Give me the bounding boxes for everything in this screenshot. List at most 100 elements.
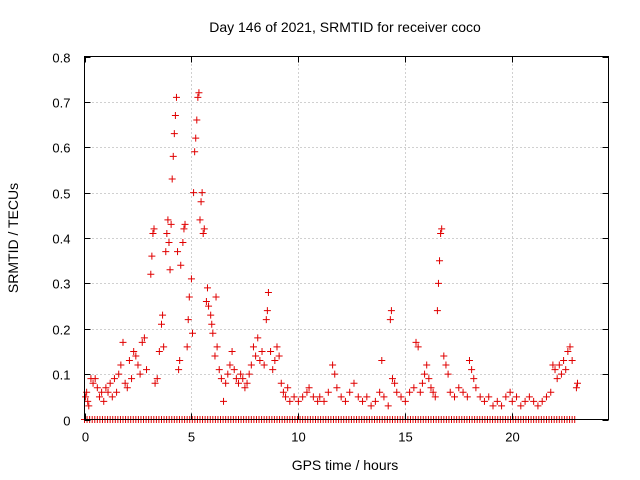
- data-point: [84, 397, 92, 405]
- data-point: [562, 366, 570, 374]
- x-tick-label: 0: [82, 430, 89, 445]
- data-point: [199, 229, 207, 237]
- data-point: [217, 375, 225, 383]
- data-point: [555, 361, 563, 369]
- data-point: [431, 393, 439, 401]
- data-point: [333, 384, 341, 392]
- data-point: [130, 347, 138, 355]
- data-point: [203, 284, 211, 292]
- y-tick-label: 0.2: [52, 323, 70, 338]
- data-point: [427, 384, 435, 392]
- data-point: [243, 379, 251, 387]
- data-point: [167, 220, 175, 228]
- data-point: [553, 375, 561, 383]
- data-point: [165, 239, 173, 247]
- data-point: [493, 397, 501, 405]
- data-point: [267, 347, 275, 355]
- data-point: [294, 397, 302, 405]
- data-point: [245, 370, 253, 378]
- data-point: [401, 397, 409, 405]
- data-point: [275, 352, 283, 360]
- y-tick-label: 0.8: [52, 51, 70, 66]
- data-point: [150, 225, 158, 233]
- data-point: [106, 379, 114, 387]
- data-point: [393, 388, 401, 396]
- data-series: [81, 89, 581, 423]
- data-point: [472, 384, 480, 392]
- data-point: [416, 388, 424, 396]
- data-point: [230, 366, 238, 374]
- data-point: [207, 311, 215, 319]
- data-point: [341, 397, 349, 405]
- data-point: [367, 402, 375, 410]
- data-point: [252, 352, 260, 360]
- data-point: [196, 216, 204, 224]
- data-point: [388, 375, 396, 383]
- data-point: [159, 311, 167, 319]
- data-point: [485, 393, 493, 401]
- data-point: [263, 307, 271, 315]
- data-point: [437, 229, 445, 237]
- data-point: [262, 316, 270, 324]
- data-point: [136, 370, 144, 378]
- data-point: [149, 229, 157, 237]
- data-point: [498, 402, 506, 410]
- data-point: [371, 397, 379, 405]
- data-point: [175, 366, 183, 374]
- data-point: [433, 307, 441, 315]
- data-point: [239, 375, 247, 383]
- data-point: [273, 343, 281, 351]
- data-point: [151, 379, 159, 387]
- data-point: [440, 352, 448, 360]
- data-point: [538, 397, 546, 405]
- data-point: [314, 397, 322, 405]
- data-point: [119, 338, 127, 346]
- data-point: [459, 388, 467, 396]
- data-point: [384, 402, 392, 410]
- data-point: [148, 252, 156, 260]
- data-point: [143, 366, 151, 374]
- data-point: [215, 366, 223, 374]
- y-axis-label: SRMTID / TECUs: [5, 183, 21, 293]
- data-point: [434, 279, 442, 287]
- data-point: [256, 357, 264, 365]
- data-point: [451, 393, 459, 401]
- data-point: [277, 379, 285, 387]
- data-point: [115, 370, 123, 378]
- y-tick-label: 0.7: [52, 96, 70, 111]
- data-point: [110, 375, 118, 383]
- data-point: [282, 393, 290, 401]
- data-point: [376, 388, 384, 396]
- data-point: [228, 347, 236, 355]
- data-point: [195, 89, 203, 97]
- data-point: [442, 361, 450, 369]
- data-point: [303, 388, 311, 396]
- data-point: [397, 393, 405, 401]
- data-point: [198, 189, 206, 197]
- data-point: [254, 334, 262, 342]
- data-point: [184, 316, 192, 324]
- data-point: [128, 375, 136, 383]
- data-point: [113, 388, 121, 396]
- data-point: [179, 239, 187, 247]
- data-point: [534, 402, 542, 410]
- data-point: [247, 361, 255, 369]
- data-point: [213, 343, 221, 351]
- data-point: [237, 370, 245, 378]
- axis-ticks: 0 0.1 0.2 0.3 0.4 0.5 0.6 0.7 0.8 0 5 10 15 20: [52, 51, 609, 445]
- data-point: [468, 366, 476, 374]
- data-point: [465, 357, 473, 365]
- data-point: [98, 388, 106, 396]
- data-point: [476, 393, 484, 401]
- data-point: [82, 393, 90, 401]
- data-point: [108, 393, 116, 401]
- data-point: [410, 384, 418, 392]
- grid-lines: [84, 56, 609, 420]
- data-point: [185, 293, 193, 301]
- x-tick-label: 20: [505, 430, 519, 445]
- data-point: [194, 93, 202, 101]
- data-point: [190, 189, 198, 197]
- data-point: [172, 93, 180, 101]
- data-point: [174, 248, 182, 256]
- data-point: [258, 347, 266, 355]
